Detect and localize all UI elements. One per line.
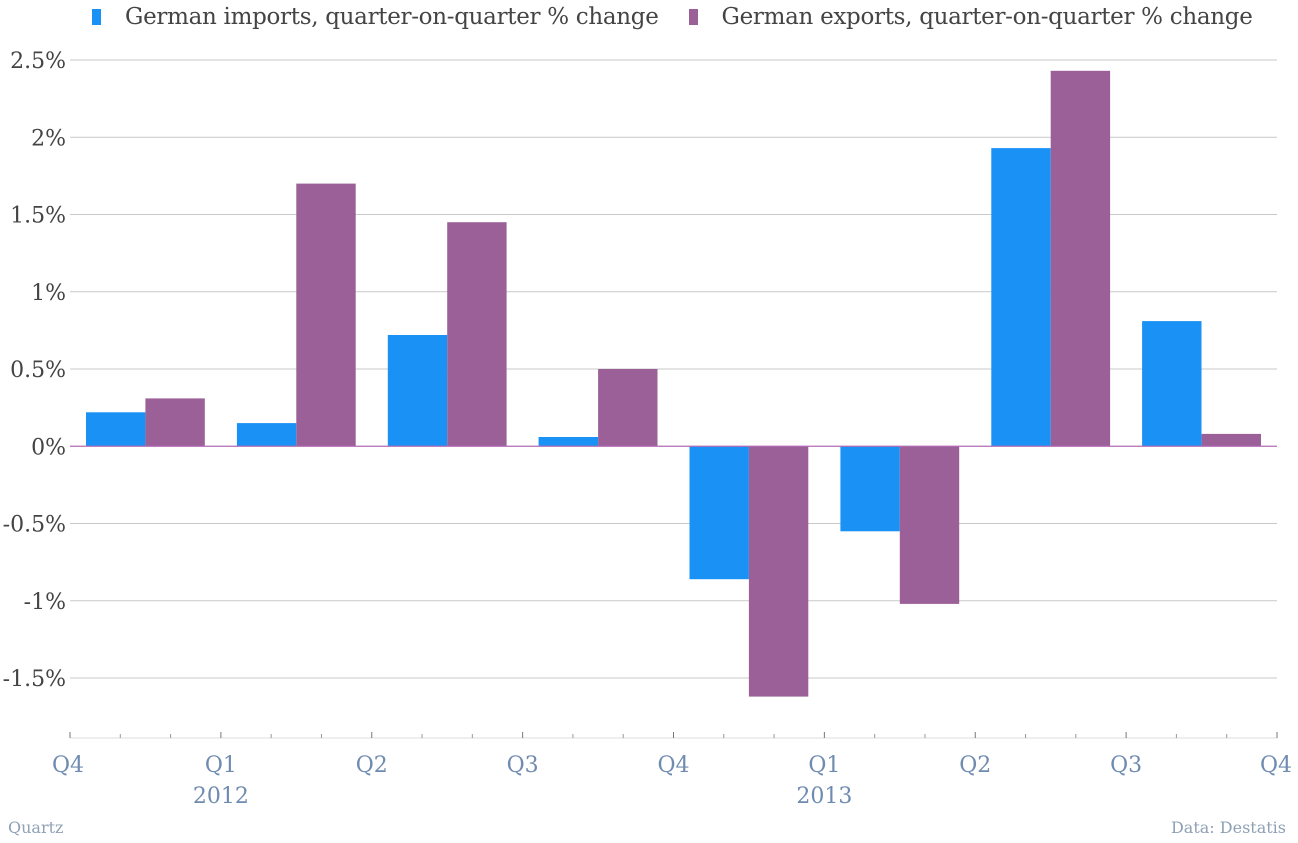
legend-item-imports[interactable]: German imports, quarter-on-quarter % cha… <box>92 4 659 30</box>
x-tick-label: Q2 <box>959 753 991 778</box>
legend: German imports, quarter-on-quarter % cha… <box>92 4 1283 30</box>
bar-imports <box>1142 321 1202 447</box>
bar-imports <box>689 446 749 580</box>
x-tick-label: Q3 <box>507 753 539 778</box>
x-tick-label: Q4 <box>1260 753 1292 778</box>
x-tick-label: Q4 <box>52 753 84 778</box>
bar-exports <box>899 446 960 604</box>
y-tick-label: 2.5% <box>10 49 66 74</box>
y-tick-label: -1% <box>24 590 66 615</box>
x-tick-label: Q2 <box>356 753 388 778</box>
y-tick-label: -0.5% <box>3 513 66 538</box>
data-source: Data: Destatis <box>1170 818 1286 837</box>
axes: 2.5% 2% 1.5% 1% 0.5% 0% -0.5% -1% -1.5% Q4 Q1 Q2 Q3 Q… <box>3 49 1292 809</box>
bar-imports <box>387 335 448 447</box>
y-tick-label: 0.5% <box>10 358 66 383</box>
bar-exports <box>598 369 658 447</box>
legend-item-exports[interactable]: German exports, quarter-on-quarter % cha… <box>688 4 1253 30</box>
bar-exports <box>1201 433 1261 447</box>
gridlines <box>70 59 1277 679</box>
legend-label-imports: German imports, quarter-on-quarter % cha… <box>125 4 659 30</box>
legend-swatch-imports <box>92 9 101 25</box>
bar-imports <box>840 446 900 532</box>
bar-exports <box>145 398 205 447</box>
bar-exports <box>748 446 809 697</box>
y-tick-label: 1.5% <box>10 204 66 229</box>
bar-imports <box>538 437 598 447</box>
x-tick-label: Q4 <box>657 753 689 778</box>
bar-imports <box>236 423 297 447</box>
bar-imports <box>991 148 1051 447</box>
y-tick-label: 0% <box>31 435 66 460</box>
year-label: 2013 <box>796 784 852 809</box>
bar-imports <box>86 412 146 447</box>
y-tick-label: 2% <box>31 126 66 151</box>
y-tick-label: -1.5% <box>3 667 66 692</box>
year-label: 2012 <box>193 784 249 809</box>
x-tick-label: Q1 <box>205 753 237 778</box>
source-credit: Quartz <box>8 818 64 837</box>
legend-swatch-exports <box>688 9 698 25</box>
y-tick-label: 1% <box>31 281 66 306</box>
bar-exports <box>296 183 356 447</box>
bar-exports <box>447 222 507 447</box>
x-tick-label: Q3 <box>1110 753 1142 778</box>
legend-label-exports: German exports, quarter-on-quarter % cha… <box>721 4 1253 30</box>
bars <box>86 70 1261 697</box>
bar-exports <box>1050 70 1111 447</box>
x-tick-label: Q1 <box>808 753 840 778</box>
